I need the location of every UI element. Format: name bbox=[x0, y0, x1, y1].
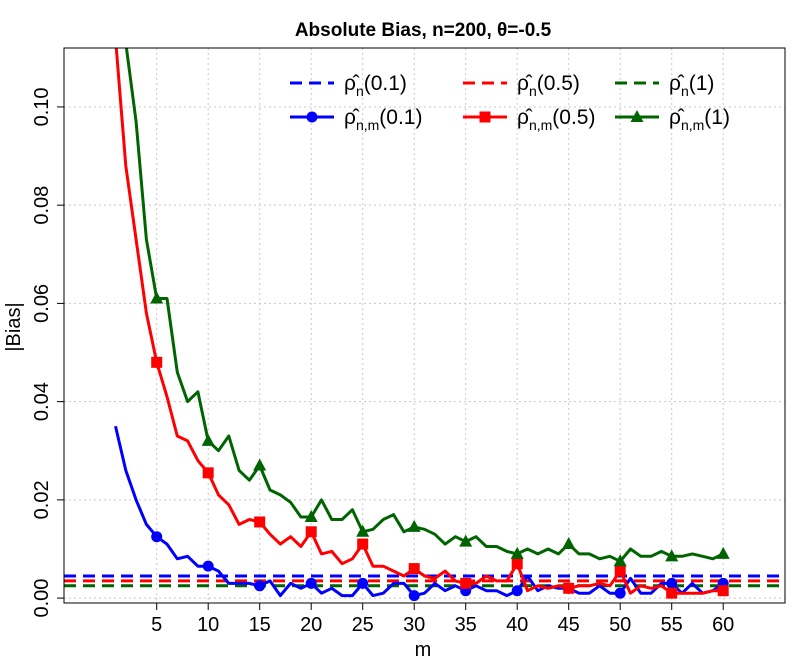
y-tick-label-1: 0.02 bbox=[31, 480, 53, 519]
legend-ref-0-label: ρ̂n(0.1) bbox=[344, 72, 407, 99]
data-markers bbox=[150, 291, 730, 602]
data-point-s1-34 bbox=[460, 577, 472, 589]
data-point-s0-39 bbox=[511, 585, 523, 597]
data-point-s2-49 bbox=[613, 554, 627, 567]
data-point-s2-9 bbox=[201, 433, 215, 446]
data-point-s0-29 bbox=[408, 590, 420, 602]
data-point-s1-39 bbox=[511, 558, 523, 570]
legend: ρ̂n(0.1) ρ̂n(0.5) ρ̂n(1) ρ̂n,m(0.1) ρ̂n,m(0.… bbox=[290, 72, 730, 133]
x-axis-label: m bbox=[415, 639, 432, 660]
x-tick-label-0: 5 bbox=[151, 614, 162, 636]
legend-series-2-label: ρ̂n,m(1) bbox=[669, 106, 730, 133]
x-tick-label-1: 10 bbox=[197, 614, 219, 636]
data-point-s2-44 bbox=[562, 537, 576, 550]
grid bbox=[64, 48, 785, 603]
plot-frame bbox=[63, 47, 786, 604]
data-point-s1-24 bbox=[357, 538, 369, 550]
data-point-s1-29 bbox=[408, 563, 420, 575]
y-tick-label-2: 0.04 bbox=[31, 382, 53, 421]
x-tick-label-11: 60 bbox=[712, 614, 734, 636]
data-point-s2-4 bbox=[150, 291, 164, 304]
data-point-s1-54 bbox=[666, 587, 678, 599]
data-point-s1-14 bbox=[254, 516, 266, 528]
data-point-s1-59 bbox=[717, 585, 729, 597]
y-tick-label-0: 0.00 bbox=[31, 579, 53, 618]
chart-title: Absolute Bias, n=200, θ=-0.5 bbox=[295, 20, 552, 41]
data-point-s0-9 bbox=[202, 560, 214, 572]
data-point-s2-54 bbox=[665, 549, 679, 562]
legend-series-0-label: ρ̂n,m(0.1) bbox=[344, 106, 422, 133]
data-series bbox=[114, 48, 725, 598]
data-point-s0-49 bbox=[614, 587, 626, 599]
data-point-s2-14 bbox=[253, 458, 267, 471]
data-point-s1-44 bbox=[563, 582, 575, 594]
reference-lines bbox=[64, 574, 785, 588]
x-tick-label-7: 40 bbox=[506, 614, 528, 636]
x-tick-label-6: 35 bbox=[455, 614, 477, 636]
x-tick-label-10: 55 bbox=[661, 614, 683, 636]
x-tick-label-5: 30 bbox=[403, 614, 425, 636]
data-point-s0-19 bbox=[305, 577, 317, 589]
data-point-s2-34 bbox=[459, 534, 473, 547]
y-tick-label-4: 0.08 bbox=[31, 186, 53, 225]
x-tick-label-8: 45 bbox=[558, 614, 580, 636]
legend-series-marker-0 bbox=[306, 111, 318, 123]
data-point-s1-19 bbox=[305, 526, 317, 538]
x-tick-label-2: 15 bbox=[249, 614, 271, 636]
x-tick-label-4: 25 bbox=[352, 614, 374, 636]
x-axis: 5 10 15 20 25 30 35 40 45 50 55 60 bbox=[151, 603, 734, 636]
legend-series-marker-2 bbox=[630, 110, 644, 122]
y-axis-label: |Bias| bbox=[3, 302, 25, 351]
data-point-s0-4 bbox=[151, 531, 163, 543]
legend-series-1-label: ρ̂n,m(0.5) bbox=[517, 106, 595, 133]
x-tick-label-9: 50 bbox=[609, 614, 631, 636]
data-point-s0-24 bbox=[357, 577, 369, 589]
legend-ref-1-label: ρ̂n(0.5) bbox=[517, 72, 580, 99]
data-point-s2-24 bbox=[356, 524, 370, 537]
y-tick-label-5: 0.10 bbox=[31, 87, 53, 126]
legend-ref-2-label: ρ̂n(1) bbox=[669, 72, 714, 99]
y-tick-label-3: 0.06 bbox=[31, 284, 53, 323]
x-tick-label-3: 20 bbox=[300, 614, 322, 636]
data-point-s2-59 bbox=[716, 546, 730, 559]
data-point-s2-39 bbox=[510, 546, 524, 559]
data-point-s1-49 bbox=[614, 565, 626, 577]
data-point-s2-19 bbox=[304, 510, 318, 523]
data-point-s0-54 bbox=[666, 577, 678, 589]
legend-series-marker-1 bbox=[479, 111, 491, 123]
data-point-s1-9 bbox=[202, 467, 214, 479]
data-point-s0-14 bbox=[254, 580, 266, 592]
data-point-s2-29 bbox=[407, 519, 421, 532]
y-axis: 0.00 0.02 0.04 0.06 0.08 0.10 bbox=[31, 87, 64, 618]
data-point-s1-4 bbox=[151, 356, 163, 368]
